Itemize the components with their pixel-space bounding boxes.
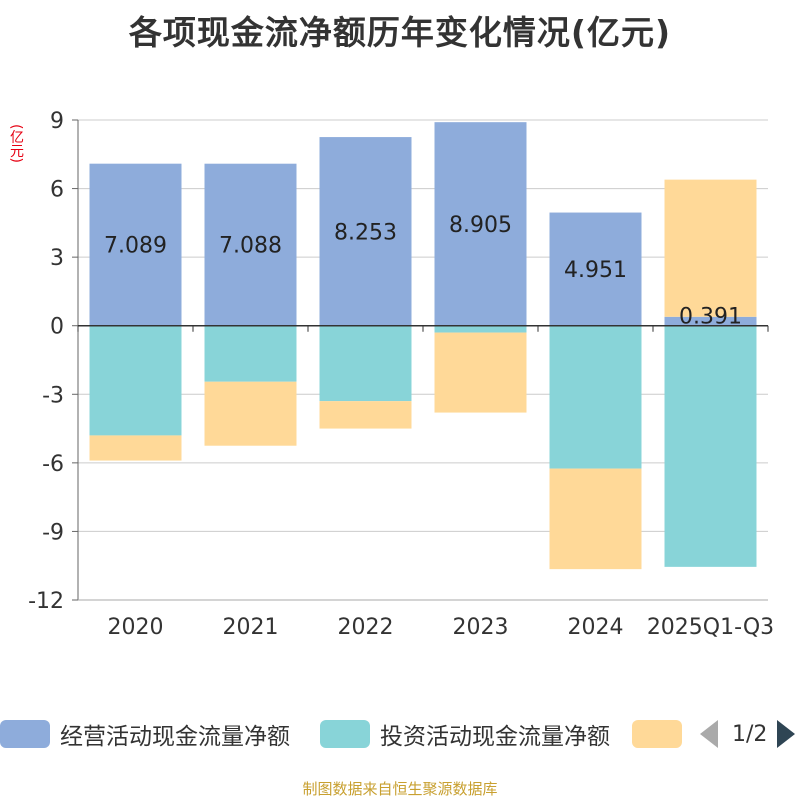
- chart: 9 6 3 0 -3 -6 -9 -12 2020 2021 2022 2023 2024 2025Q1-…: [28, 109, 774, 640]
- pager-next-icon[interactable]: [777, 720, 796, 748]
- legend-label-operating: 经营活动现金流量净额: [60, 724, 290, 750]
- data-labels: 7.089 7.088 8.253 8.905 4.951 0.391: [104, 213, 742, 330]
- x-tick-label: 2022: [338, 615, 394, 640]
- data-label-2021: 7.088: [219, 234, 282, 259]
- bar-series2-2024[interactable]: [549, 468, 642, 570]
- bar-series2-2022[interactable]: [319, 401, 412, 429]
- bar-series0-2021[interactable]: [204, 163, 297, 326]
- y-tick-label: 6: [50, 178, 64, 203]
- data-label-2022: 8.253: [334, 220, 397, 245]
- y-tick-label: -9: [42, 520, 64, 545]
- legend-swatch-operating: [0, 720, 50, 748]
- x-tick-label: 2024: [568, 615, 624, 640]
- legend-swatch-investing: [320, 720, 370, 748]
- data-label-2024: 4.951: [564, 258, 627, 283]
- bar-series0-2025Q1-Q3[interactable]: [664, 316, 757, 326]
- pager-prev-icon[interactable]: [700, 720, 718, 748]
- y-tick-label: 3: [50, 246, 64, 271]
- bar-series1-2024[interactable]: [549, 325, 642, 469]
- bar-series2-2023[interactable]: [434, 332, 527, 413]
- y-tick-label: -6: [42, 452, 64, 477]
- legend: 经营活动现金流量净额 投资活动现金流量净额: [0, 716, 800, 752]
- bar-series0-2024[interactable]: [549, 212, 642, 326]
- bar-series0-2023[interactable]: [434, 122, 527, 326]
- pager-text: 1/2: [732, 721, 768, 747]
- x-tick-label: 2025Q1-Q3: [647, 615, 774, 640]
- x-tick-label: 2023: [453, 615, 509, 640]
- bars: [89, 122, 757, 570]
- legend-item-operating[interactable]: 经营活动现金流量净额: [0, 716, 290, 752]
- bar-series0-2020[interactable]: [89, 163, 182, 326]
- bar-series2-2025Q1-Q3[interactable]: [664, 179, 757, 317]
- legend-item-financing[interactable]: [632, 716, 692, 752]
- y-axis-unit: (亿元): [8, 124, 24, 163]
- x-tick-label: 2021: [223, 615, 279, 640]
- data-label-2020: 7.089: [104, 234, 167, 259]
- chart-title: 各项现金流净额历年变化情况(亿元): [128, 13, 672, 52]
- bar-series1-2025Q1-Q3[interactable]: [664, 325, 757, 567]
- legend-pager: 1/2: [700, 716, 796, 752]
- legend-swatch-financing: [632, 720, 682, 748]
- bar-series0-2022[interactable]: [319, 137, 412, 326]
- bar-series1-2022[interactable]: [319, 325, 412, 402]
- bar-series1-2020[interactable]: [89, 325, 182, 436]
- axes: 9 6 3 0 -3 -6 -9 -12 2020 2021 2022 2023 2024 2025Q1-…: [28, 109, 774, 640]
- bar-series1-2021[interactable]: [204, 325, 297, 382]
- source-note: 制图数据来自恒生聚源数据库: [302, 780, 498, 798]
- bar-series2-2020[interactable]: [89, 435, 182, 461]
- legend-item-investing[interactable]: 投资活动现金流量净额: [320, 716, 610, 752]
- y-tick-label: -3: [42, 383, 64, 408]
- x-tick-label: 2020: [108, 615, 164, 640]
- legend-label-investing: 投资活动现金流量净额: [380, 724, 610, 750]
- bar-series2-2021[interactable]: [204, 381, 297, 446]
- data-label-2023: 8.905: [449, 213, 512, 238]
- data-label-2025Q1-Q3: 0.391: [679, 305, 742, 330]
- y-tick-label: -12: [28, 589, 64, 614]
- y-tick-label: 0: [50, 315, 64, 340]
- y-tick-label: 9: [50, 109, 64, 134]
- bar-series1-2023[interactable]: [434, 325, 527, 333]
